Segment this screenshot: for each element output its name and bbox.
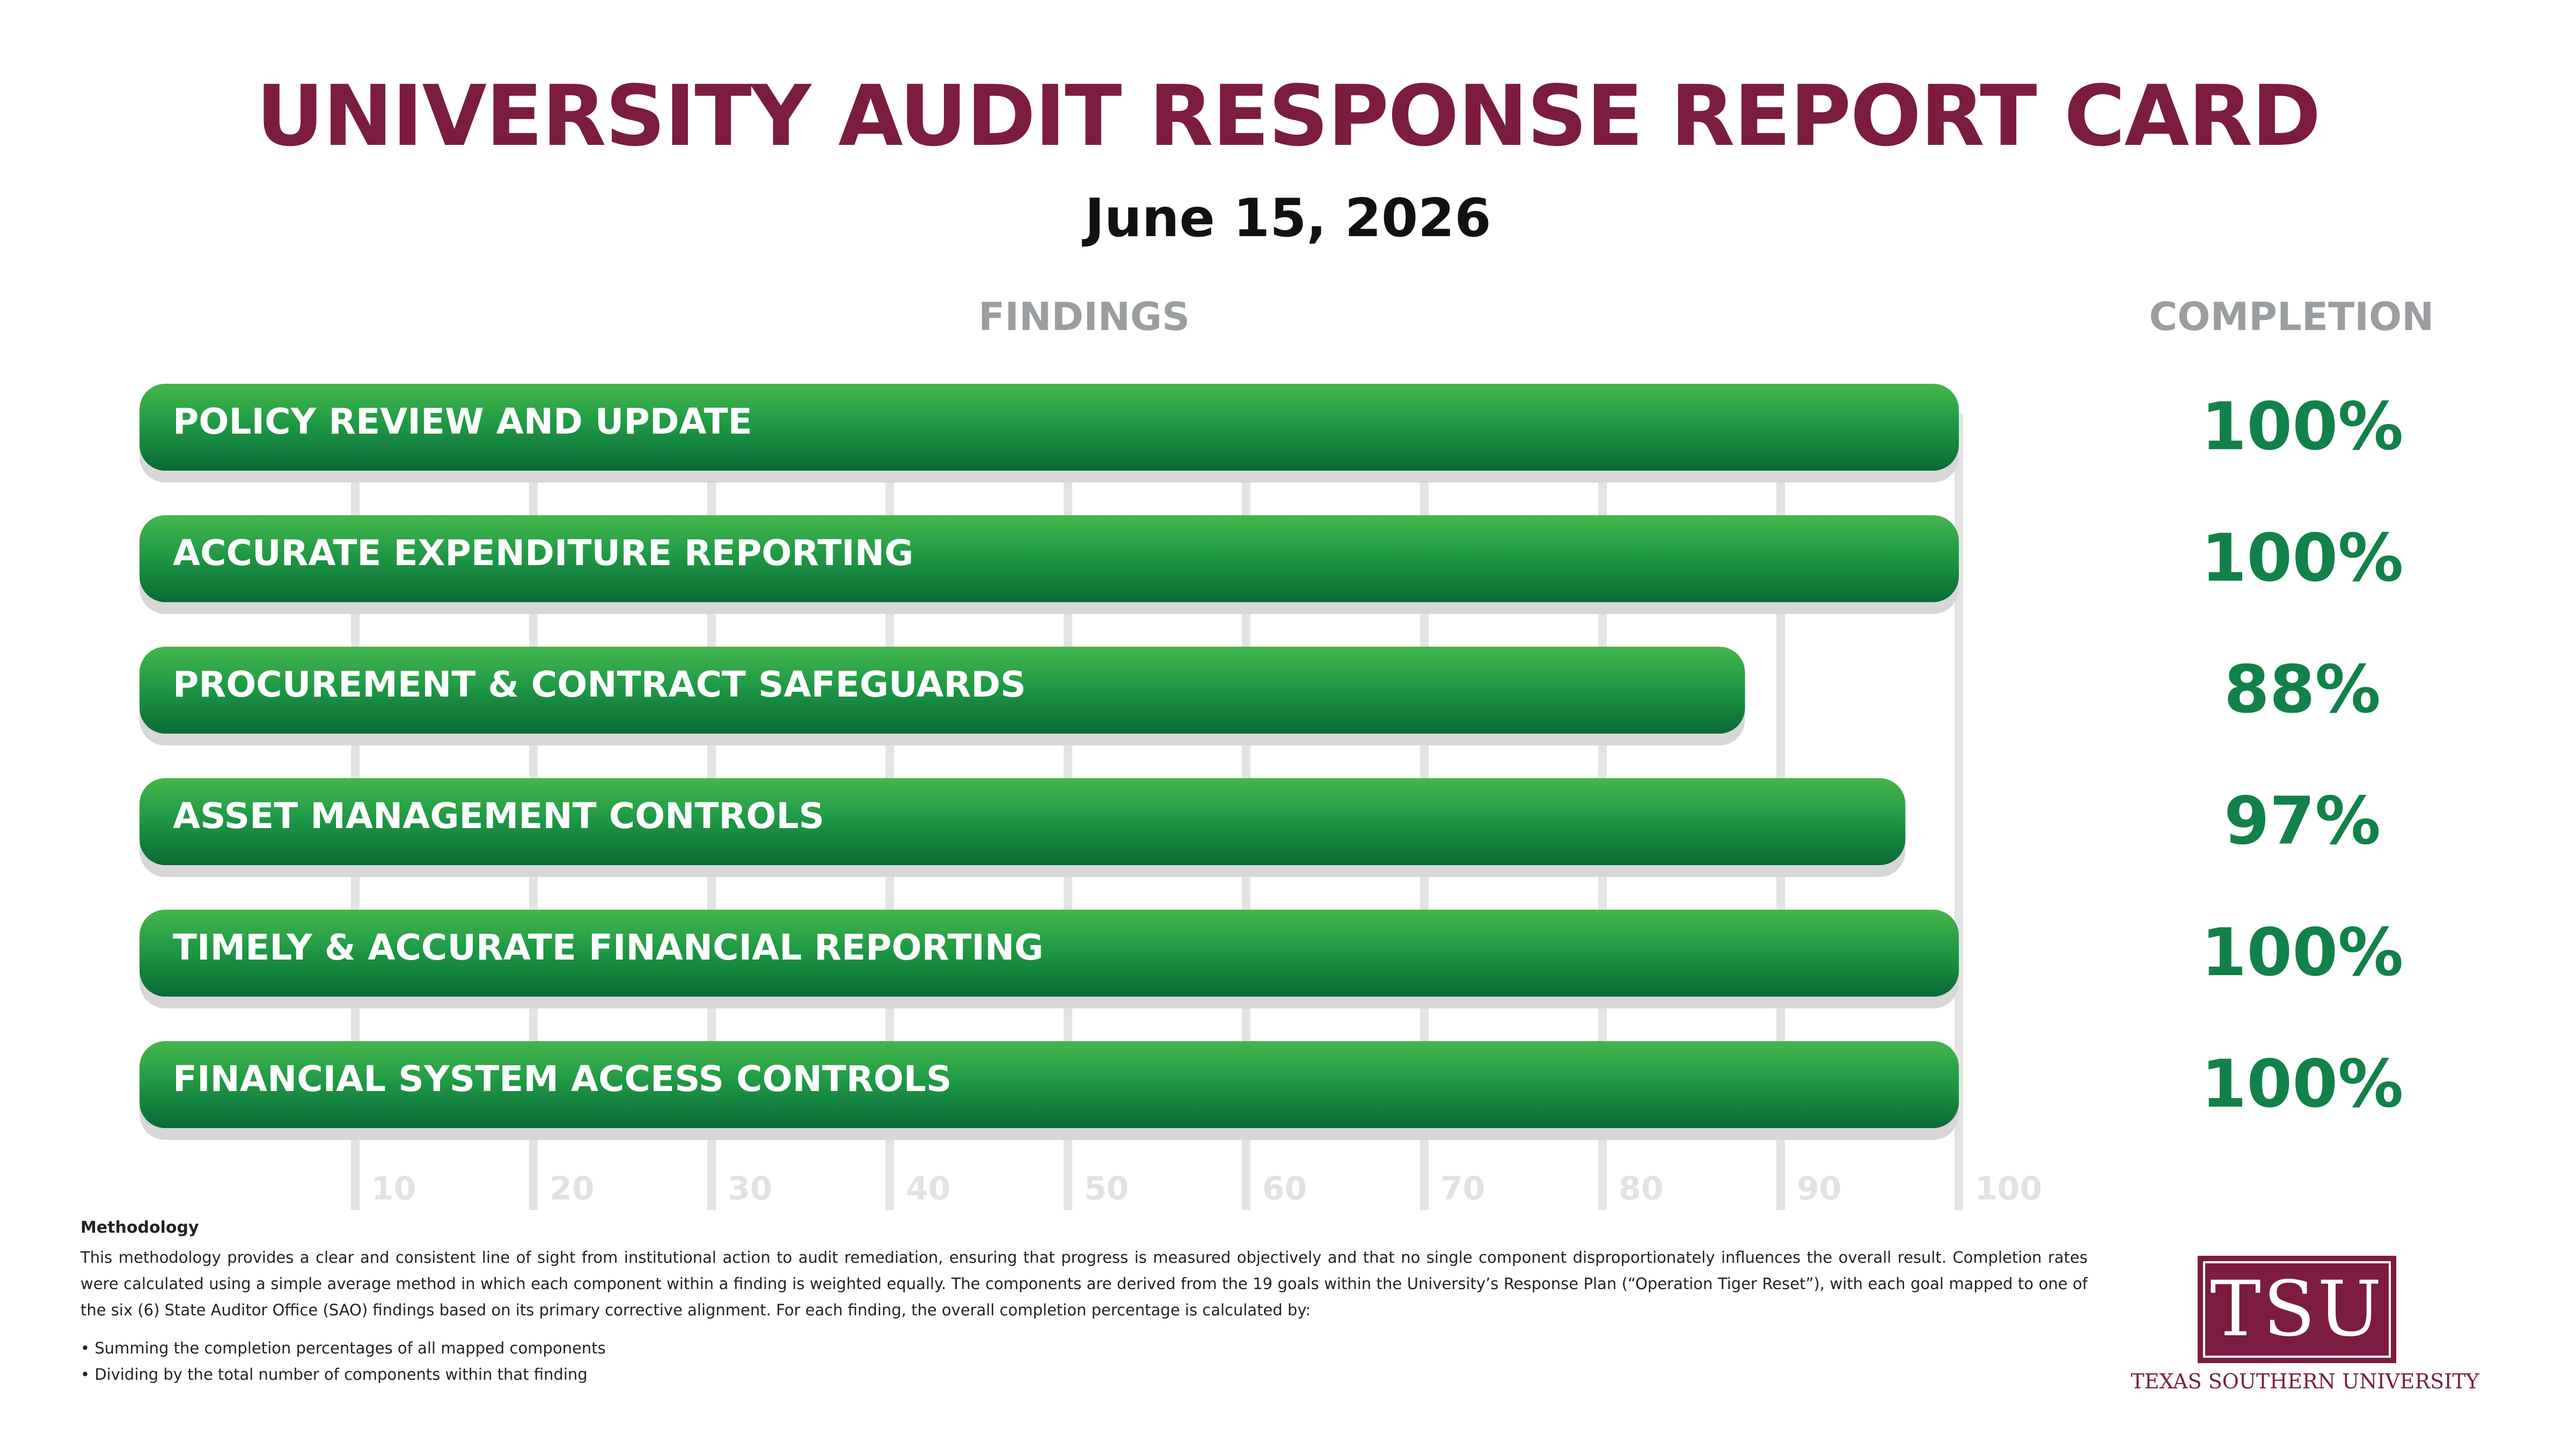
logo-letters: TSU <box>2210 1265 2384 1353</box>
methodology-bullet: • Dividing by the total number of compon… <box>80 1365 588 1384</box>
methodology-bullet: • Summing the completion percentages of … <box>80 1339 606 1357</box>
bar-label: PROCUREMENT & CONTRACT SAFEGUARDS <box>173 664 1026 705</box>
x-tick-label: 50 <box>1084 1170 1129 1208</box>
x-tick-label: 90 <box>1797 1170 1842 1208</box>
methodology-section: Methodology This methodology provides a … <box>80 1218 2088 1388</box>
x-tick-label: 60 <box>1262 1170 1307 1208</box>
methodology-title: Methodology <box>80 1218 199 1237</box>
completion-value: 100% <box>2201 1046 2404 1122</box>
x-tick-label: 20 <box>550 1170 595 1208</box>
x-tick-label: 10 <box>371 1170 416 1208</box>
bar <box>140 778 1906 865</box>
x-tick-label: 80 <box>1619 1170 1664 1208</box>
report-date: June 15, 2026 <box>1085 188 1491 249</box>
bar-label: ACCURATE EXPENDITURE REPORTING <box>173 532 913 574</box>
bar <box>140 384 1959 471</box>
x-axis-ticks: 10 20 30 40 50 60 70 80 90 100 <box>371 1170 2042 1208</box>
logo-mark: TSU <box>2198 1256 2396 1363</box>
bar-label: ASSET MANAGEMENT CONTROLS <box>173 795 824 837</box>
bar-label: TIMELY & ACCURATE FINANCIAL REPORTING <box>173 927 1043 968</box>
bar <box>140 647 1745 734</box>
bar <box>140 515 1959 602</box>
x-tick-label: 70 <box>1440 1170 1485 1208</box>
bar-label: FINANCIAL SYSTEM ACCESS CONTROLS <box>173 1058 952 1100</box>
completion-values: 100% 100% 88% 97% 100% 100% <box>2201 389 2404 1122</box>
bar <box>140 1041 1959 1128</box>
x-tick-label: 30 <box>728 1170 773 1208</box>
findings-column-header: FINDINGS <box>978 294 1190 339</box>
bar <box>140 910 1959 997</box>
tsu-logo: TSU TEXAS SOUTHERN UNIVERSITY <box>2125 1256 2485 1395</box>
bar-label: POLICY REVIEW AND UPDATE <box>173 401 752 442</box>
completion-value: 97% <box>2224 783 2381 859</box>
x-tick-label: 40 <box>906 1170 951 1208</box>
methodology-text: This methodology provides a clear and co… <box>80 1248 2088 1319</box>
university-name: TEXAS SOUTHERN UNIVERSITY <box>2131 1370 2479 1393</box>
bars: POLICY REVIEW AND UPDATE ACCURATE EXPENDI… <box>140 384 1959 1140</box>
completion-value: 88% <box>2224 652 2381 728</box>
page-title: UNIVERSITY AUDIT RESPONSE REPORT CARD <box>256 67 2321 165</box>
completion-value: 100% <box>2201 914 2404 991</box>
completion-value: 100% <box>2201 389 2404 465</box>
completion-column-header: COMPLETION <box>2149 294 2434 339</box>
x-tick-label: 100 <box>1975 1170 2042 1208</box>
completion-value: 100% <box>2201 520 2404 596</box>
